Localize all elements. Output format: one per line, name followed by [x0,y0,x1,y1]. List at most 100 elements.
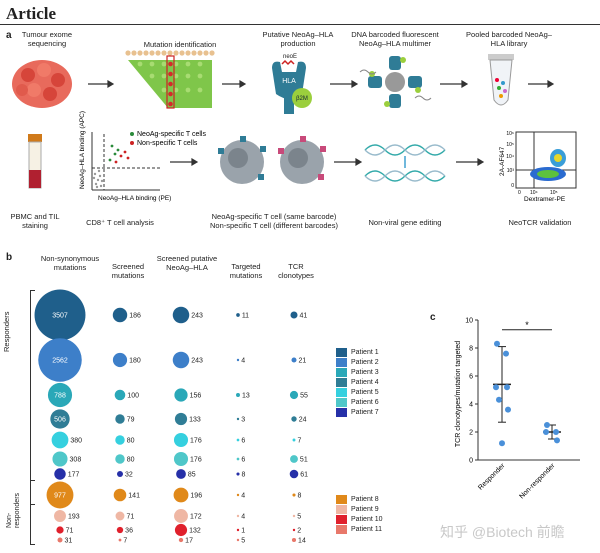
legend-item: Patient 10 [336,515,383,524]
value-tcr: 61 [300,472,308,479]
bubble-screened [115,454,125,464]
value-nonsyn: 193 [68,514,80,521]
cd8-label: CD8⁺ T cell analysis [86,218,154,227]
value-nonsyn: 177 [68,472,80,479]
value-screened: 71 [126,514,134,521]
flow-y-label: 2A-AF647 [499,146,506,176]
data-point [493,384,499,391]
flow-x-label: Dextramer-PE [524,196,566,203]
legend-label: Patient 4 [351,379,379,386]
legend-swatch [336,495,347,504]
bubble-tcr [289,469,299,479]
legend-swatch [336,515,347,524]
axis-y-label: NeoAg–HLA binding (APC) [79,111,86,189]
step-tumour-exome: Tumour exome sequencing [21,30,73,48]
same-barcode-label: NeoAg-specific T cell (same barcode) [211,212,337,221]
bracket-tick [30,544,35,545]
legend-label: Patient 8 [351,496,379,503]
value-nonsyn: 31 [65,538,73,545]
arrow-icon [330,79,359,89]
flow-tick: 10⁶ [506,131,514,137]
significance-star: * [525,320,529,330]
bubble-targeted [236,457,240,461]
bubble-tcr [292,528,296,532]
legend-swatch [336,398,347,407]
bubble-screened [113,488,127,502]
bubble-neoag [174,388,188,402]
data-point [496,396,502,403]
bubble-neoag [174,523,188,537]
tube-icon [488,54,514,106]
legend-item: Patient 4 [336,378,379,387]
bubble-screened [115,435,125,445]
legend-swatch [336,368,347,377]
legend-item: Patient 1 [336,348,379,357]
arrow-icon [170,157,199,167]
value-tcr: 55 [300,393,308,400]
x-category-label: Non-responder [518,462,556,500]
legend-label: Patient 7 [351,409,379,416]
y-tick-label: 10 [465,318,473,325]
bubble-nonsyn [47,382,73,408]
legend-item: Patient 2 [336,358,379,367]
legend-nonspecific: Non-specific T cells [137,140,198,147]
bubble-neoag [174,509,188,523]
arrow-icon [440,79,469,89]
bubble-nonsyn [54,510,66,522]
bubble-neoag [174,412,188,426]
value-neoag: 133 [189,417,201,424]
value-targeted: 4 [241,493,245,500]
bubble-tcr [291,416,297,422]
article-header: Article [6,4,57,23]
value-neoag: 196 [190,493,202,500]
t-cell-specific-icon [218,136,266,184]
panel-b-label: b [6,252,13,263]
axis-x-label: NeoAg–HLA binding (PE) [98,195,171,202]
data-point [505,406,511,413]
bubble-screened [117,471,123,477]
t-cell-nonspecific-icon [278,136,326,184]
step-pooled-library: Pooled barcoded NeoAg–HLA library [466,30,552,48]
legend-label: Patient 6 [351,399,379,406]
value-neoag: 17 [185,538,193,545]
value-tcr: 21 [299,358,307,365]
diff-barcode-label: Non-specific T cell (different barcodes) [210,221,338,230]
mutation-grid-icon [125,50,215,109]
bubble-nonsyn [54,468,66,480]
legend-label: Patient 5 [351,389,379,396]
bubble-neoag [173,487,189,503]
bubble-nonsyn [46,481,74,509]
bubble-screened [116,526,124,534]
cd8-scatter-plot: NeoAg-specific T cells Non-specific T ce… [79,111,206,202]
arrow-icon [222,79,247,89]
bubble-tcr [291,537,297,543]
bubble-tcr [290,311,298,319]
value-neoag: 243 [191,313,203,320]
validation-label: NeoTCR validation [508,218,572,227]
bubble-nonsyn [50,409,70,429]
value-nonsyn: 308 [70,457,82,464]
bubble-screened [112,307,128,323]
value-targeted: 4 [241,514,245,521]
arrow-icon [334,157,363,167]
bracket-tick [30,504,35,505]
data-point [503,350,509,357]
y-tick-label: 0 [469,458,473,465]
value-targeted: 3 [241,417,245,424]
y-tick-label: 8 [469,346,473,353]
value-tcr: 2 [297,528,301,535]
nonresponders-bracket [30,480,31,544]
bubble-nonsyn [34,289,86,341]
bubble-tcr [292,514,296,518]
bubble-targeted [236,514,240,518]
bubble-targeted [236,528,240,532]
y-tick-label: 4 [469,402,473,409]
value-neoag: 176 [190,438,202,445]
value-tcr: 24 [299,417,307,424]
bubble-screened [115,511,125,521]
flow-plot: 2A-AF647 Dextramer-PE 10⁶ 10⁵ 10⁴ 10³ 0 … [499,131,577,203]
value-screened: 80 [127,438,135,445]
data-point [504,384,510,391]
arrow-icon [88,79,115,89]
